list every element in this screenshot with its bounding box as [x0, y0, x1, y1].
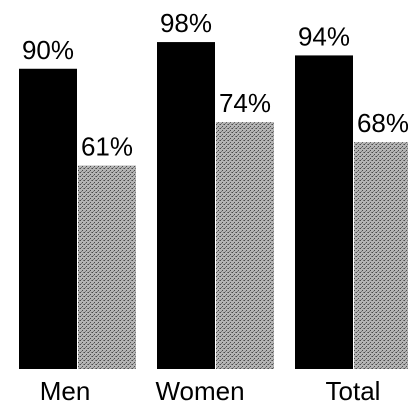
bar-men-series-2: [78, 165, 136, 369]
bar-women-series-1: [157, 42, 215, 370]
data-label-total-series-2: 68%: [357, 108, 408, 138]
bar-women-series-2: [216, 122, 274, 369]
category-label-men: Men: [40, 376, 91, 406]
data-label-men-series-1: 90%: [22, 35, 74, 65]
bar-total-series-1: [295, 55, 353, 369]
category-label-women: Women: [155, 376, 244, 406]
bar-total-series-2: [354, 142, 408, 369]
data-label-total-series-1: 94%: [298, 21, 350, 51]
category-label-total: Total: [326, 376, 381, 406]
data-label-women-series-2: 74%: [219, 88, 271, 118]
bar-men-series-1: [19, 68, 77, 369]
data-label-women-series-1: 98%: [160, 8, 212, 38]
data-label-men-series-2: 61%: [81, 132, 133, 162]
